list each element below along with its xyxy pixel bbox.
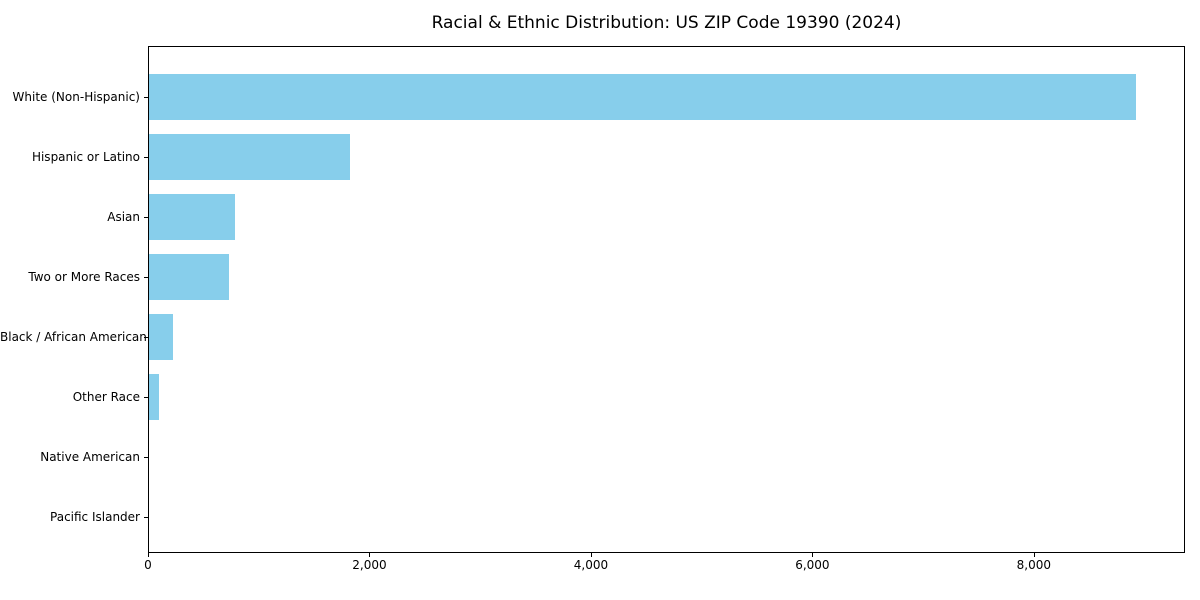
y-tick-label: Hispanic or Latino <box>31 150 140 164</box>
y-tick-mark <box>144 97 148 98</box>
y-tick-mark <box>144 217 148 218</box>
x-tick-label: 6,000 <box>795 558 830 572</box>
y-tick-label: Black / African American <box>0 330 147 344</box>
bar-hispanic-or-latino <box>149 134 350 180</box>
y-tick-mark <box>144 517 148 518</box>
bar-other-race <box>149 374 159 420</box>
y-tick-mark <box>144 337 148 338</box>
x-tick-mark <box>1033 553 1035 557</box>
y-tick-label: Asian <box>107 210 140 224</box>
y-tick-mark <box>144 397 148 398</box>
x-tick-mark <box>812 553 814 557</box>
x-tick-label: 8,000 <box>1016 558 1052 572</box>
y-tick-label: Other Race <box>72 390 140 404</box>
y-tick-mark <box>144 457 148 458</box>
y-tick-mark <box>144 277 148 278</box>
x-tick-mark <box>369 553 371 557</box>
x-tick-mark <box>590 553 592 557</box>
bar-black-african-american <box>149 314 173 360</box>
x-tick-label: 4,000 <box>573 558 609 572</box>
x-tick-mark <box>148 553 149 557</box>
y-tick-label: Two or More Races <box>28 270 140 284</box>
bar-asian <box>149 194 235 240</box>
chart-title: Racial & Ethnic Distribution: US ZIP Cod… <box>431 13 902 33</box>
x-tick-label: 2,000 <box>352 558 387 572</box>
y-tick-label: Pacific Islander <box>50 510 140 524</box>
y-tick-label: Native American <box>40 450 140 464</box>
bar-two-or-more-races <box>149 254 229 300</box>
x-tick-label: 0 <box>144 558 152 572</box>
y-tick-label: White (Non-Hispanic) <box>12 90 140 104</box>
plot-area <box>148 46 1185 553</box>
y-tick-mark <box>144 157 148 158</box>
bar-white-non-hispanic <box>149 74 1136 120</box>
